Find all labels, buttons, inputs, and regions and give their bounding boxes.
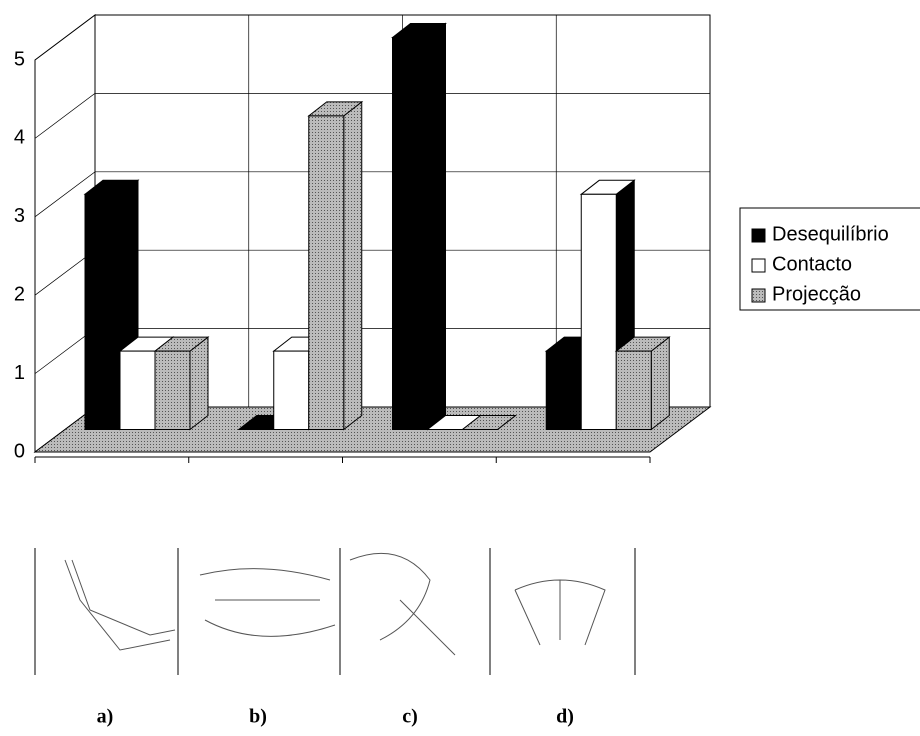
bar [85, 194, 120, 429]
chart: 0 1 2 3 4 5 a) b) c) d) Desequilíbrio Contacto Proje… [0, 0, 920, 731]
y-tick-label: 3 [14, 205, 25, 227]
legend-swatch [752, 259, 765, 272]
legend-swatch [752, 229, 765, 242]
legend-label: Projecção [772, 283, 861, 305]
bar [274, 351, 309, 429]
category-label: d) [556, 706, 574, 728]
y-tick-label: 1 [14, 362, 25, 384]
legend-label: Contacto [772, 253, 852, 275]
bar [581, 194, 616, 429]
bar [616, 351, 651, 429]
bar-side [428, 24, 446, 430]
category-label: c) [402, 706, 418, 728]
bar-side [344, 102, 362, 430]
bar-side [190, 337, 208, 429]
legend-swatch [752, 289, 765, 302]
bar [155, 351, 190, 429]
bar [393, 38, 428, 430]
legend-label: Desequilíbrio [772, 223, 889, 245]
bar [546, 351, 581, 429]
y-tick-label: 2 [14, 283, 25, 305]
y-tick-label: 4 [14, 127, 25, 149]
y-tick-label: 0 [14, 440, 25, 462]
bar-side [651, 337, 669, 429]
bar [309, 116, 344, 430]
category-label: b) [249, 706, 267, 728]
bar [120, 351, 155, 429]
y-tick-label: 5 [14, 48, 25, 70]
category-label: a) [97, 706, 114, 728]
illustrations [35, 548, 635, 675]
